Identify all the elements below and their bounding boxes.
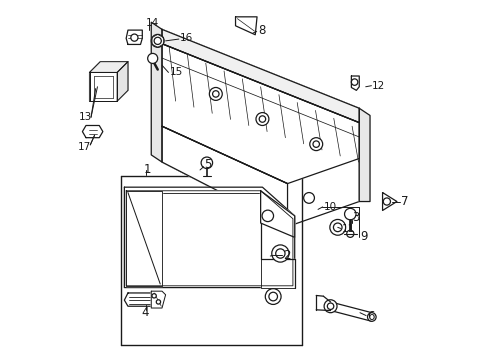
Polygon shape [124, 293, 163, 306]
Circle shape [303, 193, 314, 203]
Circle shape [151, 35, 164, 47]
Circle shape [262, 210, 273, 222]
Text: 12: 12 [371, 81, 385, 91]
Text: 8: 8 [257, 24, 264, 37]
Text: 11: 11 [341, 225, 354, 234]
Circle shape [329, 220, 345, 235]
Polygon shape [162, 126, 287, 226]
Polygon shape [162, 30, 359, 123]
Circle shape [154, 37, 161, 44]
Circle shape [309, 138, 322, 150]
Polygon shape [162, 44, 359, 184]
Polygon shape [151, 291, 165, 308]
Polygon shape [260, 191, 294, 237]
Polygon shape [89, 62, 128, 101]
Circle shape [156, 300, 160, 304]
Polygon shape [162, 30, 359, 226]
Text: 16: 16 [180, 33, 193, 43]
Polygon shape [126, 191, 162, 286]
Circle shape [326, 303, 333, 310]
Circle shape [268, 292, 277, 301]
Text: 6: 6 [366, 310, 374, 323]
Polygon shape [260, 259, 294, 288]
Circle shape [265, 289, 281, 305]
Circle shape [201, 157, 212, 168]
Polygon shape [359, 108, 369, 202]
Text: 1: 1 [143, 163, 151, 176]
Circle shape [209, 87, 222, 100]
Text: 15: 15 [169, 67, 183, 77]
Circle shape [324, 300, 336, 313]
Text: 13: 13 [79, 112, 92, 122]
Circle shape [259, 116, 265, 122]
Polygon shape [351, 76, 359, 90]
Circle shape [131, 34, 138, 41]
Polygon shape [89, 72, 117, 101]
Polygon shape [235, 17, 257, 35]
Circle shape [255, 113, 268, 126]
Text: 10: 10 [323, 202, 336, 212]
Polygon shape [89, 62, 128, 72]
Polygon shape [82, 126, 102, 138]
Circle shape [344, 208, 355, 220]
Circle shape [312, 141, 319, 147]
Text: 14: 14 [146, 18, 159, 28]
Circle shape [383, 198, 389, 205]
Text: 4: 4 [142, 306, 149, 319]
Polygon shape [126, 30, 142, 44]
Polygon shape [124, 187, 294, 288]
Circle shape [275, 249, 285, 258]
Circle shape [271, 245, 288, 262]
Text: 2: 2 [283, 249, 290, 262]
Circle shape [346, 230, 353, 237]
Polygon shape [151, 22, 162, 162]
Circle shape [333, 223, 341, 231]
Circle shape [152, 294, 156, 298]
Text: 7: 7 [400, 195, 407, 208]
Polygon shape [382, 193, 396, 211]
Text: 17: 17 [78, 142, 91, 152]
Circle shape [212, 91, 219, 97]
Circle shape [367, 313, 375, 321]
Text: 5: 5 [204, 158, 211, 171]
Polygon shape [126, 191, 292, 286]
Text: 9: 9 [359, 230, 366, 243]
Circle shape [351, 79, 357, 85]
Text: 3: 3 [351, 211, 359, 224]
Circle shape [147, 53, 158, 63]
Polygon shape [117, 62, 128, 101]
